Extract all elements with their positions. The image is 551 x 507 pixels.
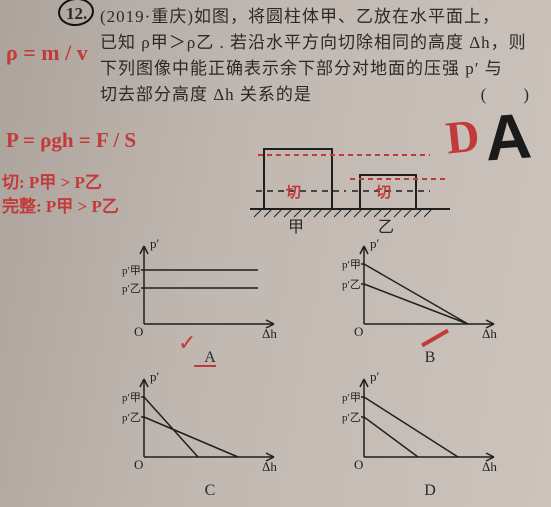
question-line1: 如图，将圆柱体甲、乙放在水平面上，	[194, 7, 500, 26]
option-c: p′ Δh p′甲 p′乙 O C	[120, 369, 300, 498]
svg-text:p′乙: p′乙	[342, 278, 361, 291]
option-d-label: D	[340, 482, 520, 500]
question-line4: 切去部分高度 Δh 关系的是	[100, 85, 312, 104]
svg-text:O: O	[354, 457, 363, 472]
option-d: p′ Δh p′甲 p′乙 O D	[340, 369, 520, 498]
svg-text:p′甲: p′甲	[122, 392, 141, 404]
svg-text:p′: p′	[370, 369, 380, 384]
svg-text:p′: p′	[150, 369, 160, 384]
question-source: (2019·重庆)	[100, 7, 194, 26]
origin: O	[134, 324, 143, 339]
handwriting-cut: 切: P甲 > P乙	[2, 168, 102, 193]
label-jia: 甲	[288, 213, 304, 237]
question-text: (2019·重庆)如图，将圆柱体甲、乙放在水平面上， 已知 ρ甲＞ρ乙 . 若沿…	[100, 4, 530, 108]
svg-text:p′: p′	[370, 236, 380, 251]
option-a: p′ Δh p′甲 p′乙 O A ✓	[120, 236, 300, 365]
handwriting-jia-cut: 切	[286, 181, 301, 202]
axis-x-label: Δh	[262, 326, 277, 341]
handwriting-rho-eq: ρ = m / v	[6, 40, 88, 66]
label-yi: 乙	[378, 213, 394, 237]
svg-text:p′乙: p′乙	[342, 411, 361, 424]
red-underline-a	[194, 365, 216, 367]
option-c-label: C	[120, 482, 300, 500]
svg-text:p′乙: p′乙	[122, 411, 141, 424]
question-line2: 已知 ρ甲＞ρ乙 . 若沿水平方向切除相同的高度 Δh，则	[100, 33, 527, 52]
handwriting-p-eq: P = ρgh = F / S	[6, 128, 136, 153]
handwriting-full: 完整: P甲 > P乙	[2, 192, 119, 217]
svg-text:p′甲: p′甲	[342, 392, 361, 404]
handwriting-yi-cut: 切	[376, 181, 391, 202]
tick-pyi: p′乙	[122, 282, 141, 295]
svg-text:Δh: Δh	[482, 459, 497, 474]
cylinder-svg	[250, 135, 450, 230]
svg-text:Δh: Δh	[262, 459, 277, 474]
svg-text:p′甲: p′甲	[342, 259, 361, 271]
red-tick-a: ✓	[178, 330, 196, 356]
option-b: p′ Δh p′甲 p′乙 O B	[340, 236, 520, 365]
option-b-label: B	[340, 349, 520, 367]
options-grid: p′ Δh p′甲 p′乙 O A ✓ p′ Δh p′甲 p′乙 O B	[120, 236, 520, 498]
question-line3: 下列图像中能正确表示余下部分对地面的压强 p′ 与	[100, 59, 503, 78]
tick-pjia: p′甲	[122, 265, 141, 277]
svg-text:O: O	[354, 324, 363, 339]
axis-y-label: p′	[150, 236, 160, 251]
svg-text:Δh: Δh	[482, 326, 497, 341]
svg-text:O: O	[134, 457, 143, 472]
printed-big-a: A	[482, 98, 533, 175]
cylinder-diagram: 切 切 甲 乙	[250, 135, 450, 230]
